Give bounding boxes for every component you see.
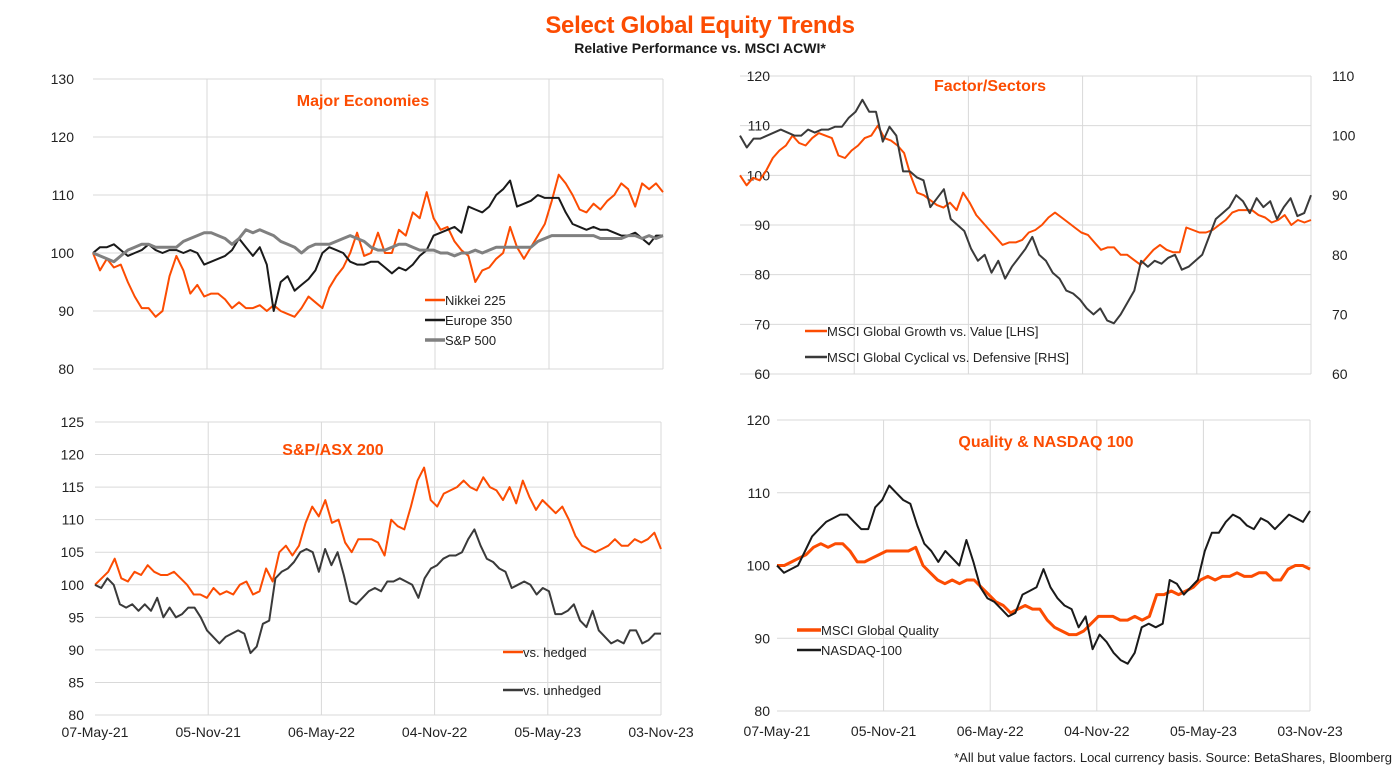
y-tick-label: 90: [754, 630, 770, 646]
y-tick-label: 60: [754, 366, 770, 382]
panel-title: Major Economies: [297, 93, 430, 110]
y-right-tick-label: 70: [1332, 306, 1348, 322]
y-tick-label: 110: [52, 187, 75, 203]
y-tick-label: 105: [61, 544, 85, 560]
x-tick-label: 06-May-22: [288, 724, 355, 740]
y-tick-label: 80: [68, 707, 84, 723]
x-tick-label: 04-Nov-22: [402, 724, 468, 740]
chart-quality-nasdaq: 80 90 100 110 120 07-May-21 05-Nov-21 06-May-22…: [744, 412, 1343, 739]
y-right-tick-label: 110: [1332, 68, 1355, 84]
series-line-nasdaq-100: [776, 484, 1311, 665]
x-tick-label: 07-May-21: [744, 723, 811, 739]
y-tick-label: 120: [51, 129, 75, 145]
y-tick-label: 120: [747, 68, 771, 84]
y-right-tick-label: 90: [1332, 187, 1348, 203]
y-tick-label: 70: [754, 316, 770, 332]
series-line-nikkei-225: [92, 173, 664, 318]
legend-label: Europe 350: [445, 313, 512, 328]
legend: MSCI Global Growth vs. Value [LHS] MSCI G…: [805, 324, 1069, 365]
y-tick-label: 110: [748, 485, 771, 501]
y-tick-label: 110: [748, 118, 771, 134]
legend-label: Nikkei 225: [445, 293, 506, 308]
legend-label: S&P 500: [445, 333, 496, 348]
main-title: Select Global Equity Trends: [545, 12, 855, 39]
subtitle: Relative Performance vs. MSCI ACWI*: [574, 40, 826, 56]
legend: MSCI Global Quality NASDAQ-100: [797, 623, 939, 658]
y-tick-label: 85: [68, 674, 84, 690]
chart-major-economies: 80 90 100 110 120 130 Major Economies Nikkei 22…: [51, 71, 664, 377]
y-tick-label: 115: [62, 479, 85, 495]
y-tick-label: 100: [51, 245, 75, 261]
series-line-msci-global-cyclical-vs-defensive-rhs-: [739, 98, 1312, 325]
panel-title: Quality & NASDAQ 100: [958, 434, 1133, 451]
x-tick-label: 06-May-22: [957, 723, 1024, 739]
series-line-europe-350: [92, 179, 663, 312]
x-tick-label: 05-Nov-21: [176, 724, 242, 740]
legend-label: vs. unhedged: [523, 683, 601, 698]
legend-label: NASDAQ-100: [821, 643, 902, 658]
series-line-msci-global-quality: [777, 542, 1311, 637]
x-tick-label: 05-May-23: [514, 724, 581, 740]
legend-label: vs. hedged: [523, 645, 587, 660]
panel-title: Factor/Sectors: [934, 78, 1046, 95]
x-tick-label: 03-Nov-23: [1277, 723, 1343, 739]
y-tick-label: 80: [754, 267, 770, 283]
x-tick-label: 05-May-23: [1170, 723, 1237, 739]
y-tick-label: 95: [68, 609, 84, 625]
y-right-tick-label: 60: [1332, 366, 1348, 382]
x-tick-label: 03-Nov-23: [628, 724, 694, 740]
y-right-tick-label: 80: [1332, 247, 1348, 263]
y-tick-label: 125: [61, 414, 85, 430]
legend: Nikkei 225 Europe 350 S&P 500: [425, 293, 512, 348]
y-tick-label: 90: [754, 217, 770, 233]
y-tick-label: 90: [68, 642, 84, 658]
legend-label: MSCI Global Cyclical vs. Defensive [RHS]: [827, 350, 1069, 365]
x-tick-label: 07-May-21: [62, 724, 129, 740]
series-line-s-p-500: [92, 228, 664, 264]
chart-factor-sectors: 6070809010011012060708090100110Factor/Se…: [739, 68, 1356, 382]
series-line-vs-unhedged: [94, 528, 661, 655]
legend-label: MSCI Global Growth vs. Value [LHS]: [827, 324, 1038, 339]
legend: vs. hedged vs. unhedged: [503, 645, 601, 698]
y-right-tick-label: 100: [1332, 128, 1356, 144]
y-tick-label: 130: [51, 71, 75, 87]
chart-sp-asx-200: 80 85 90 95 100 105 110 115 120 125 07-May-21 05-No…: [61, 414, 694, 740]
y-tick-label: 90: [58, 303, 74, 319]
y-tick-label: 100: [61, 577, 85, 593]
y-tick-label: 120: [747, 412, 771, 428]
y-tick-label: 80: [58, 361, 74, 377]
y-tick-label: 100: [747, 558, 771, 574]
series-line-vs-hedged: [94, 466, 662, 599]
x-tick-label: 04-Nov-22: [1064, 723, 1130, 739]
y-tick-label: 120: [61, 447, 85, 463]
x-tick-label: 05-Nov-21: [851, 723, 917, 739]
legend-label: MSCI Global Quality: [821, 623, 939, 638]
footnote: *All but value factors. Local currency b…: [954, 750, 1392, 765]
panel-title: S&P/ASX 200: [282, 442, 383, 459]
y-tick-label: 80: [754, 703, 770, 719]
series-line-msci-global-growth-vs-value-lhs-: [739, 124, 1312, 266]
y-tick-label: 110: [62, 512, 85, 528]
